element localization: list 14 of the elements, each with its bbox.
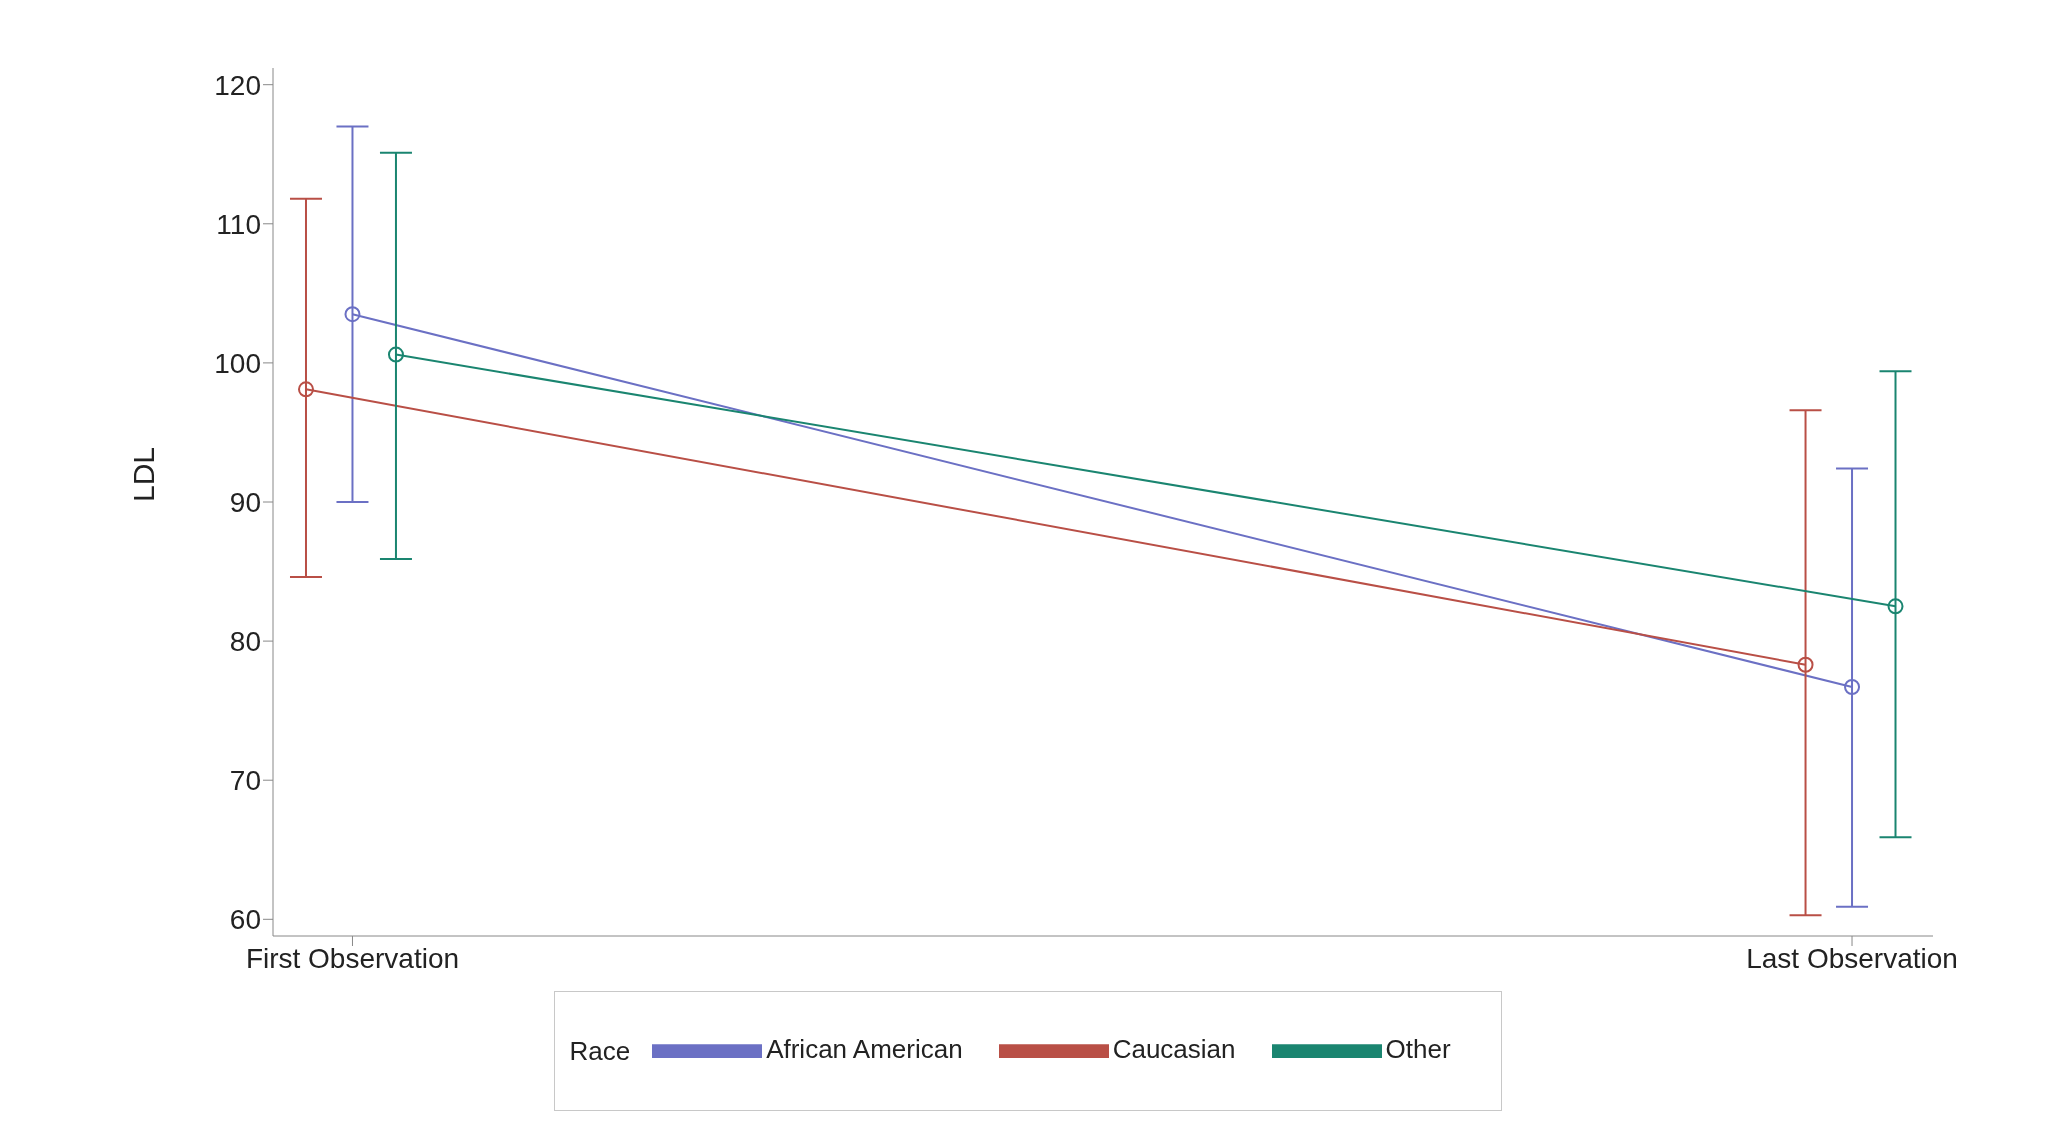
x-tick-label: First Observation xyxy=(245,942,460,974)
y-tick-label: 70 xyxy=(229,765,261,797)
legend-label: Caucasian xyxy=(1112,1033,1236,1064)
y-tick-label: 90 xyxy=(229,486,261,518)
legend-label: Other xyxy=(1385,1033,1451,1064)
y-tick-label: 80 xyxy=(229,626,261,658)
x-tick-label: Last Observation xyxy=(1746,942,1958,974)
legend-title: Race xyxy=(569,1035,631,1067)
legend-label: African American xyxy=(766,1033,963,1064)
y-tick-label: 120 xyxy=(214,69,261,101)
y-tick-label: 60 xyxy=(229,904,261,936)
y-tick-label: 100 xyxy=(214,347,261,379)
y-axis-title: LDL xyxy=(126,446,160,502)
y-tick-label: 110 xyxy=(216,208,261,240)
